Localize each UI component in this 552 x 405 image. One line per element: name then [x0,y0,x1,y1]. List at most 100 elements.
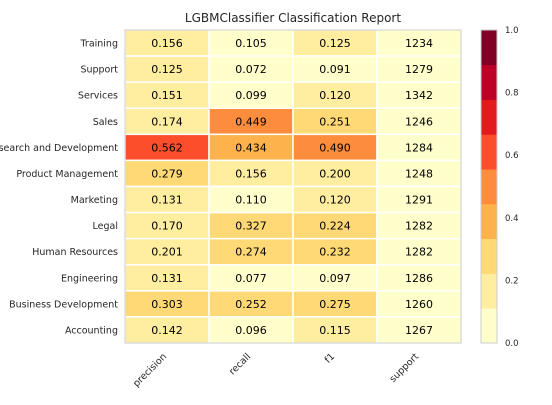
cell-value-label: 0.099 [235,89,267,102]
colorbar-segment [481,203,497,240]
cell-value-label: 0.125 [151,63,183,76]
cell-value-label: 0.434 [235,141,267,154]
heatmap-cell [292,159,378,188]
cell-value-label: 0.327 [235,220,267,233]
cell-value-label: 0.125 [319,37,351,50]
cell-value-label: 0.120 [319,194,351,207]
cell-value-label: 1282 [405,246,433,259]
colorbar: 0.0 0.2 0.4 0.6 0.8 1.0 [480,26,519,349]
cell-value-label: 0.232 [319,246,351,259]
colorbar-segment [481,169,497,205]
cell-value-label: 0.110 [235,194,267,207]
cell-value-label: 0.096 [235,324,267,337]
cell-value-label: 0.303 [151,298,183,311]
heatmap-cell [376,133,462,162]
y-tick-label: Sales [93,117,118,128]
cell-value-label: 0.200 [319,167,351,180]
heatmap-cell [124,316,210,344]
y-tick-label: Legal [93,221,118,232]
heatmap-plot: 0.156 0.105 0.125 1234 Training 0.125 0.072 0.0… [0,29,462,389]
heatmap-cell [376,55,462,83]
cell-value-label: 1248 [405,167,433,180]
colorbar-tick-label: 1.0 [505,26,519,36]
cell-value-label: 0.077 [235,272,267,285]
cell-value-label: 0.120 [319,89,351,102]
heatmap-cell [376,81,462,109]
cell-value-label: 0.091 [319,63,351,76]
cell-value-label: 1342 [405,89,433,102]
heatmap-cell [208,316,294,344]
colorbar-tick-label: 0.2 [505,276,519,286]
y-tick-label: Accounting [65,325,118,336]
colorbar-tick-label: 0.8 [505,89,519,99]
heatmap-cell [376,107,462,136]
heatmap-cell [208,55,294,83]
heatmap-cell [124,211,210,240]
chart-title: LGBMClassifier Classification Report [185,11,401,25]
cell-value-label: 0.201 [151,246,183,259]
heatmap-cell [292,185,378,214]
heatmap-cell [292,211,378,240]
y-tick-label: Marketing [71,195,118,206]
cell-value-label: 0.115 [319,324,351,337]
colorbar-tick-label: 0.6 [505,151,519,161]
cell-value-label: 1282 [405,220,433,233]
y-tick-label: Business Development [9,299,118,310]
cell-value-label: 0.105 [235,37,267,50]
y-tick-label: Training [80,39,119,50]
x-tick-label: f1 [323,351,337,365]
cell-value-label: 0.449 [235,115,267,128]
cell-value-label: 0.142 [151,324,183,337]
cell-value-label: 0.274 [235,246,267,259]
cell-value-label: 0.251 [319,115,351,128]
x-tick-label: support [388,351,422,385]
colorbar-segment [481,134,497,170]
y-tick-label: Engineering [61,273,118,284]
x-tick-label: precision [131,351,169,389]
cell-value-label: 0.275 [319,298,351,311]
heatmap-cell [376,316,462,344]
cell-value-label: 0.156 [235,167,267,180]
cell-value-label: 1246 [405,115,433,128]
heatmap-cell [376,237,462,266]
cell-value-label: 0.170 [151,220,183,233]
cell-value-label: 0.252 [235,298,267,311]
cell-value-label: 0.562 [151,141,183,154]
cell-value-label: 1267 [405,324,433,337]
cell-value-label: 0.279 [151,167,183,180]
colorbar-segment [481,30,497,66]
heatmap-cell [292,133,378,162]
cell-value-label: 1260 [405,298,433,311]
colorbar-tick-label: 0.0 [505,339,519,349]
cell-value-label: 1279 [405,63,433,76]
cell-value-label: 0.156 [151,37,183,50]
cell-value-label: 0.131 [151,194,183,207]
colorbar-segment [481,308,497,344]
cell-value-label: 0.224 [319,220,351,233]
x-tick-label: recall [227,351,253,377]
plot-frame [124,29,462,344]
cell-value-label: 0.174 [151,115,183,128]
y-tick-label: Human Resources [32,247,118,258]
y-tick-label: Services [78,91,118,102]
colorbar-segment [481,64,497,100]
colorbar-segment [481,273,497,309]
heatmap-cell [208,107,294,136]
cell-value-label: 0.151 [151,89,183,102]
cell-value-label: 1286 [405,272,433,285]
cell-value-label: 1284 [405,141,433,154]
cell-value-label: 0.490 [319,141,351,154]
colorbar-tick-label: 0.4 [505,214,519,224]
cell-value-label: 0.072 [235,63,267,76]
cell-value-label: 1291 [405,194,433,207]
heatmap-cell [208,159,294,188]
colorbar-segment [481,238,497,274]
cell-value-label: 0.131 [151,272,183,285]
colorbar-frame [480,29,498,344]
cell-value-label: 0.097 [319,272,351,285]
colorbar-segment [481,99,497,135]
heatmap-cell [208,81,294,109]
cell-value-label: 1234 [405,37,433,50]
heatmap-cell [208,290,294,318]
